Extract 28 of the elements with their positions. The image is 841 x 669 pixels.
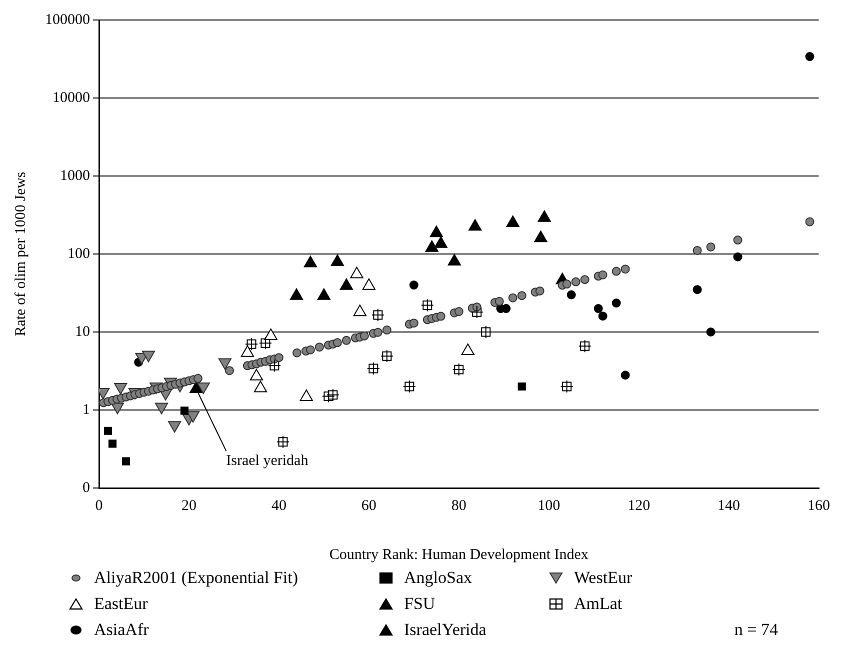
legend-label: FSU <box>404 594 436 614</box>
legend-label: IsraelYerida <box>404 620 486 640</box>
annotation: Israel yeridah <box>226 452 309 469</box>
text: n = 74 <box>733 620 779 640</box>
x-axis-title: Country Rank: Human Development Index <box>329 546 589 563</box>
x-tick-label: 0 <box>95 498 103 514</box>
y-tick-label: 10 <box>75 324 90 340</box>
x-tick-label: 160 <box>808 498 830 514</box>
legend-label: AsiaAfr <box>94 620 149 640</box>
x-tick-label: 60 <box>361 498 376 514</box>
legend-label: WestEur <box>574 568 632 588</box>
x-tick-label: 140 <box>718 498 740 514</box>
x-tick-label: 40 <box>271 498 286 514</box>
y-tick-label: 10000 <box>52 90 90 106</box>
x-tick-label: 100 <box>538 498 560 514</box>
y-tick-label: 0 <box>82 480 90 496</box>
y-axis-title: Rate of olim per 1000 Jews <box>12 172 29 336</box>
y-tick-label: 100000 <box>45 12 90 28</box>
legend-label: AliyaR2001 (Exponential Fit) <box>94 568 298 588</box>
x-tick-label: 20 <box>181 498 196 514</box>
y-tick-label: 1000 <box>60 168 90 184</box>
legend-label: AngloSax <box>404 568 472 588</box>
legend-label: EastEur <box>94 594 148 614</box>
x-tick-label: 80 <box>451 498 466 514</box>
y-tick-label: 1 <box>82 402 90 418</box>
legend-label: AmLat <box>574 594 622 614</box>
y-tick-label: 100 <box>68 246 90 262</box>
x-tick-label: 120 <box>628 498 650 514</box>
